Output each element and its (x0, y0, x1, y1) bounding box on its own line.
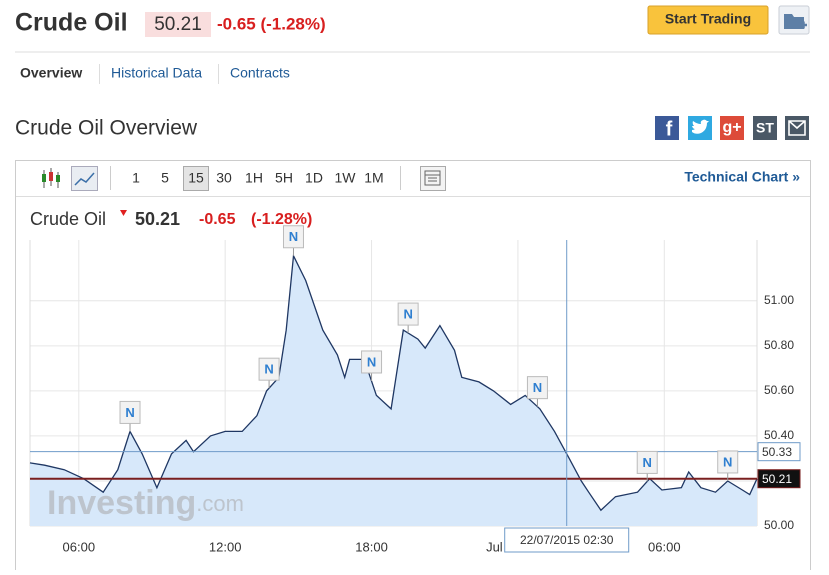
x-tick-label: 12:00 (209, 539, 242, 554)
x-tick-label: 18:00 (355, 539, 388, 554)
news-label[interactable]: N (367, 354, 376, 369)
y-tick-label: 50.00 (764, 518, 794, 532)
y-tick-label: 50.60 (764, 383, 794, 397)
news-marker[interactable] (397, 302, 419, 326)
timeframes: 1 5 15 30 1H 5H 1D 1W 1M (132, 166, 384, 191)
crosshair-tag (504, 527, 630, 553)
timeframe[interactable]: 1M (364, 170, 383, 186)
stocktwits-icon[interactable] (753, 116, 777, 140)
news-marker[interactable] (526, 376, 548, 400)
news-marker[interactable] (282, 225, 304, 249)
news-label[interactable]: N (403, 307, 412, 322)
y-tick-label: 50.40 (764, 428, 794, 442)
timeframe[interactable]: 5H (275, 170, 293, 186)
watermark-suffix: .com (196, 491, 244, 516)
start-trading-button[interactable] (647, 5, 769, 35)
timeframe-active (183, 166, 209, 191)
price: 50.21 (154, 14, 202, 35)
price-box (145, 12, 211, 37)
tabs: Overview Historical Data Contracts (20, 64, 290, 84)
news-marker[interactable] (258, 357, 280, 381)
settings-icon (424, 170, 441, 186)
section-title: Crude Oil Overview (15, 117, 198, 140)
googleplus-icon[interactable] (720, 116, 744, 140)
timeframe[interactable]: 1W (335, 170, 357, 186)
news-label[interactable]: N (533, 380, 542, 395)
news-marker[interactable] (636, 450, 658, 474)
twitter-bird (692, 119, 709, 134)
start-trading-label[interactable]: Start Trading (665, 11, 751, 27)
folder-icon (784, 14, 804, 29)
plus-icon (800, 21, 807, 29)
legend-price: 50.21 (135, 209, 180, 229)
instrument-title: Crude Oil (15, 9, 128, 37)
timeframe[interactable]: 5 (161, 170, 169, 186)
x-tick-label: 06:00 (63, 539, 96, 554)
candle-icon[interactable] (42, 168, 60, 188)
tab[interactable]: Contracts (230, 65, 290, 81)
tab[interactable]: Overview (20, 65, 82, 81)
crosshair-label: 22/07/2015 02:30 (520, 533, 614, 547)
news-label[interactable]: N (723, 454, 732, 469)
news-label[interactable]: N (264, 362, 273, 377)
legend-change: -0.65 (199, 211, 236, 228)
tab[interactable]: Historical Data (111, 65, 202, 81)
stocktwits-label[interactable]: ST (756, 120, 774, 136)
down-arrow (120, 210, 127, 216)
news-marker[interactable] (717, 450, 739, 474)
social-icons: f g+ ST (655, 116, 809, 140)
timeframe[interactable]: 30 (216, 170, 232, 186)
legend-name: Crude Oil (30, 209, 106, 229)
price-level-label: 50.21 (762, 472, 792, 486)
news-marker[interactable] (119, 400, 141, 424)
googleplus-label[interactable]: g+ (722, 119, 741, 136)
price-level-tag (757, 442, 801, 462)
y-tick-label: 51.00 (764, 293, 794, 307)
watermark: Investing.com (47, 484, 244, 522)
area (30, 255, 757, 527)
x-tick-label: Jul (486, 539, 503, 554)
mail-envelope (788, 120, 806, 136)
facebook-icon[interactable] (655, 116, 679, 140)
y-tick-label: 50.80 (764, 338, 794, 352)
price-level-tag (757, 469, 801, 489)
news-label[interactable]: N (643, 455, 652, 470)
x-tick-label: 06:00 (648, 539, 681, 554)
timeframe[interactable]: 1 (132, 170, 140, 186)
plot: 50.0050.2050.4050.6050.8051.00Investing.… (29, 225, 801, 554)
timeframe[interactable]: 1D (305, 170, 323, 186)
news-label[interactable]: N (125, 405, 134, 420)
news-marker[interactable] (361, 350, 383, 374)
facebook-label[interactable]: f (666, 118, 673, 140)
line-chart-button[interactable] (71, 166, 98, 191)
technical-chart-link[interactable]: Technical Chart » (684, 169, 800, 185)
watermark-brand: Investing (47, 484, 196, 522)
news-label[interactable]: N (289, 229, 298, 244)
timeframe[interactable]: 1H (245, 170, 263, 186)
price-change: -0.65 (-1.28%) (217, 14, 326, 33)
legend-percent: (-1.28%) (251, 211, 312, 228)
timeframe[interactable]: 15 (188, 170, 204, 186)
price-level-label: 50.33 (762, 445, 792, 459)
line-chart-icon (74, 172, 95, 186)
